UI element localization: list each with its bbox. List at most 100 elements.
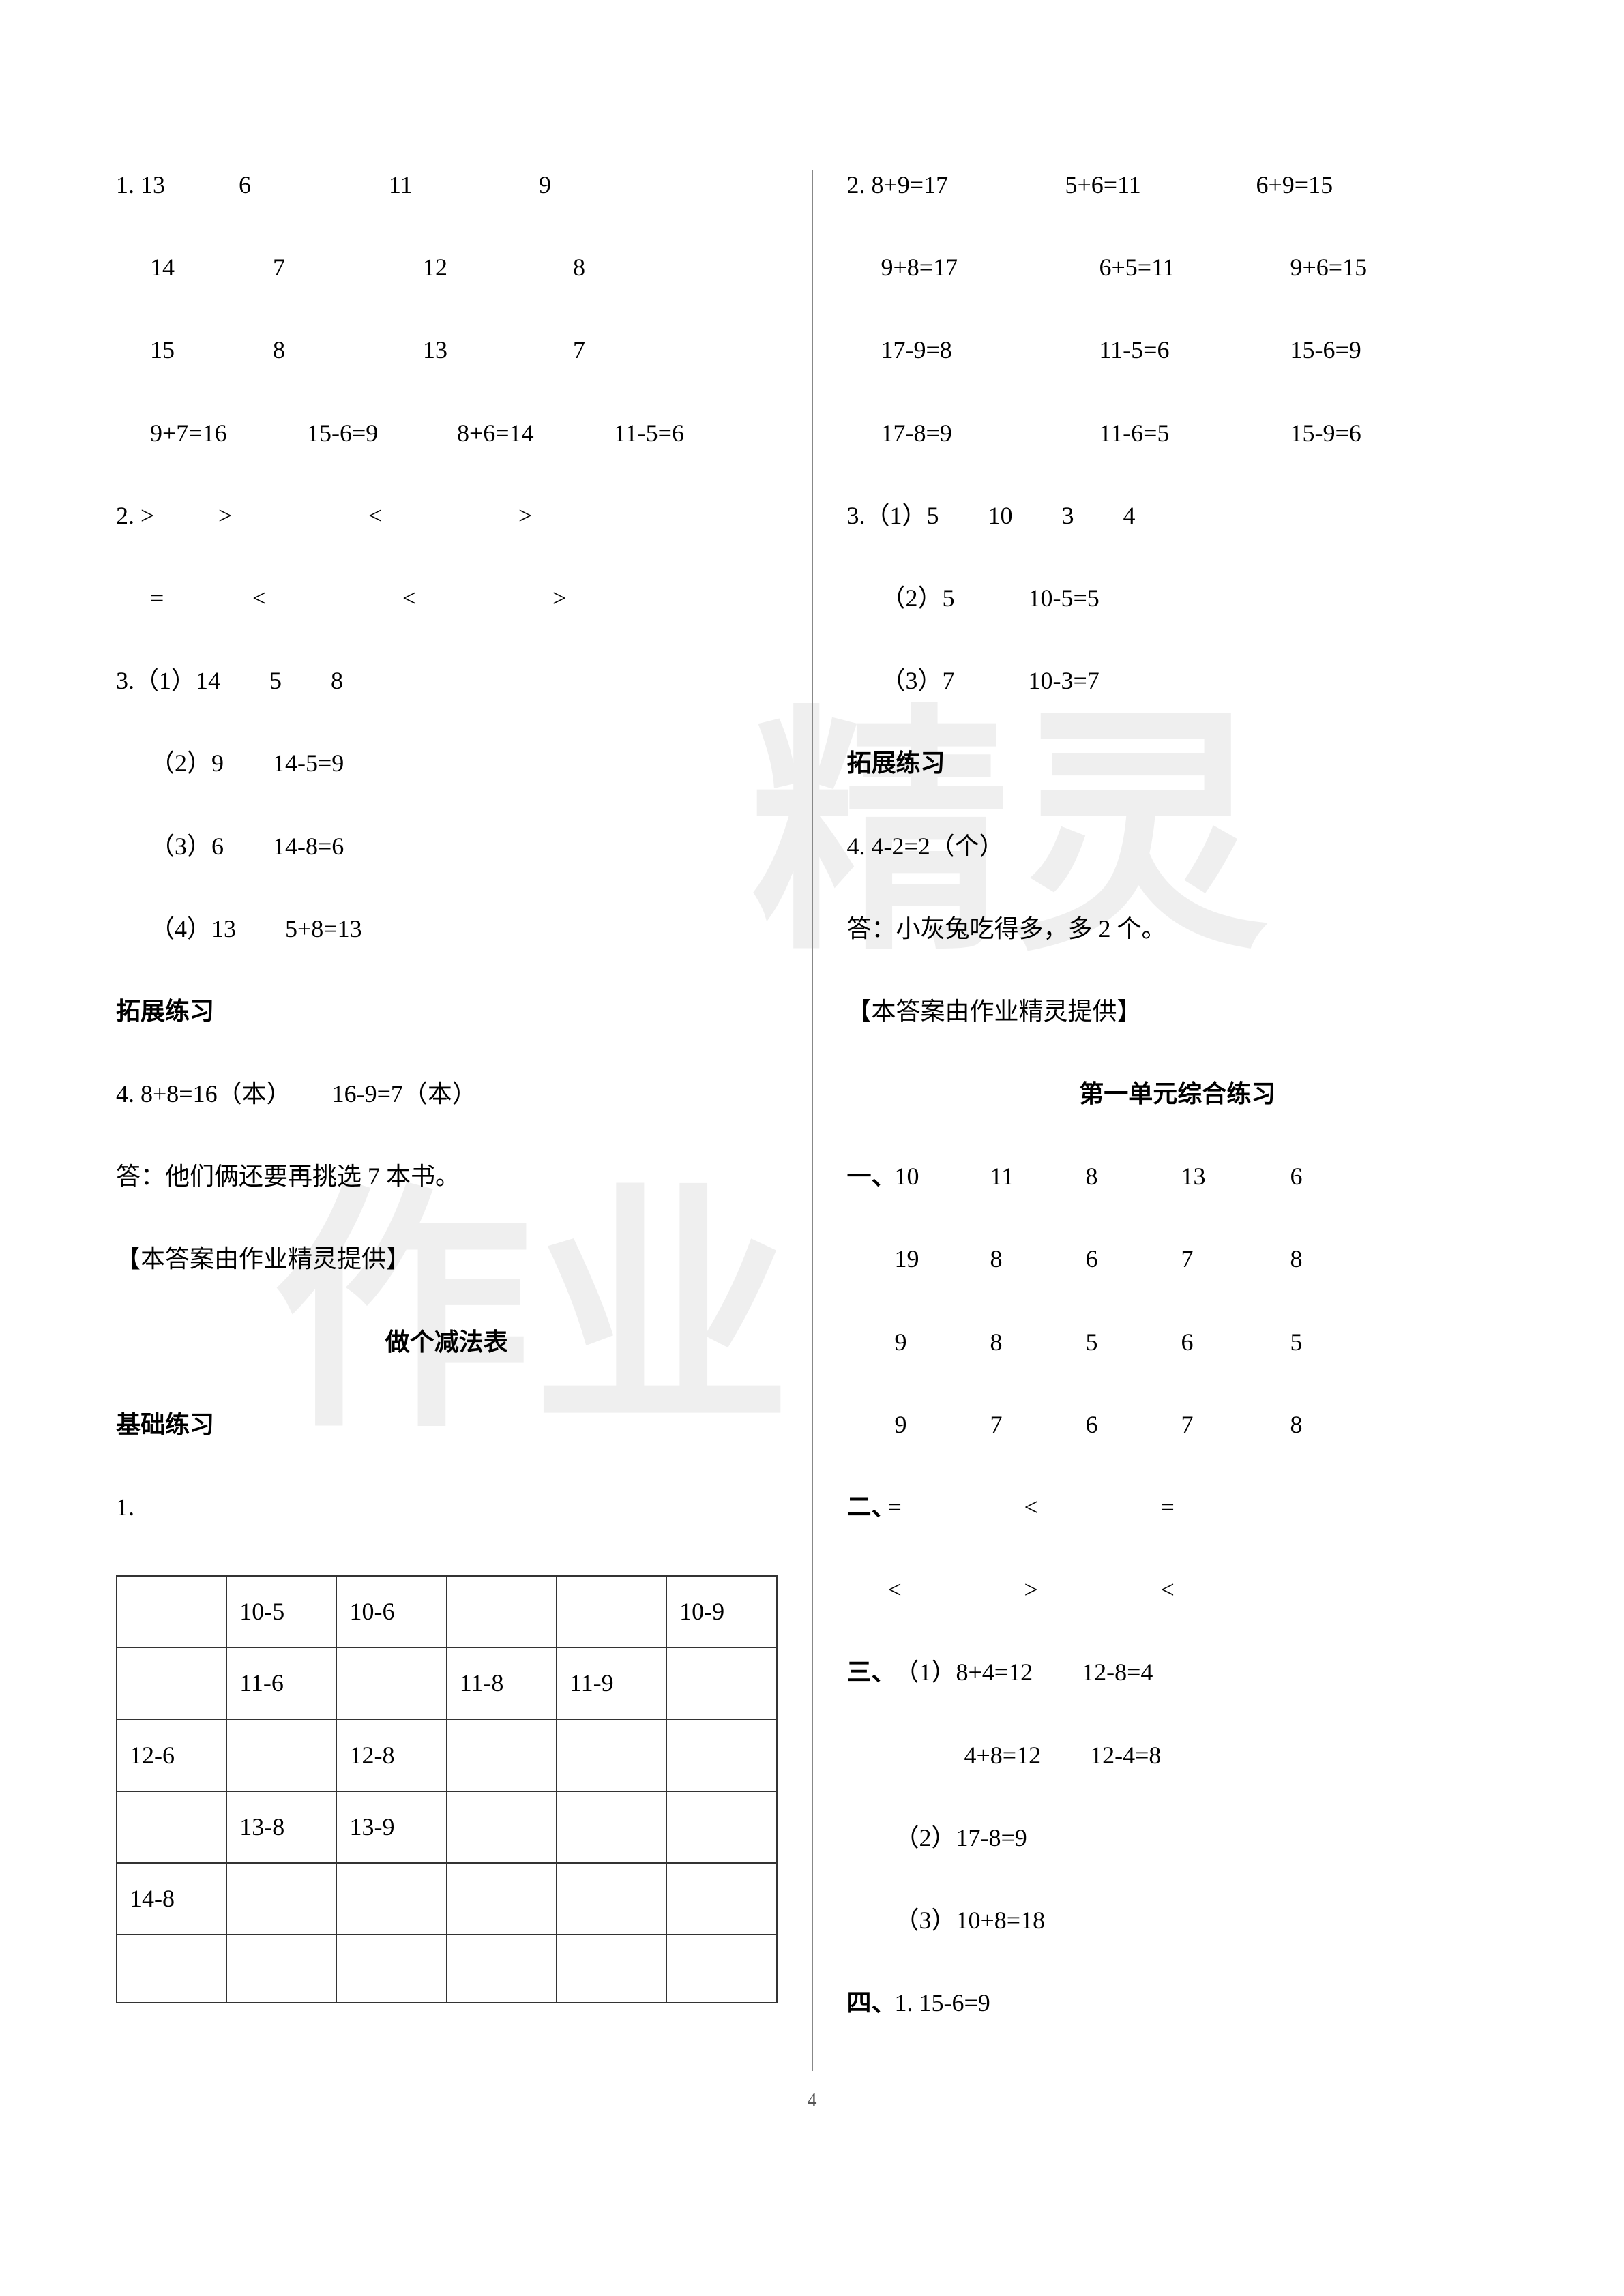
s3-line: （2）17-8=9	[847, 1823, 1509, 1853]
table-row: 11-6 11-8 11-9	[117, 1648, 777, 1719]
cell	[117, 1648, 226, 1719]
cell: 9+8=17	[881, 253, 1099, 282]
cell: 13	[423, 336, 573, 365]
cell	[336, 1648, 446, 1719]
cell	[666, 1648, 776, 1719]
cell: =	[888, 1493, 1024, 1522]
cell: （1）8+4=12 12-8=4	[895, 1658, 1153, 1687]
cell	[117, 1576, 226, 1648]
cell	[666, 1791, 776, 1863]
q2-row: 2. 8+9=17 5+6=11 6+9=15	[847, 170, 1509, 200]
cell: 7	[1181, 1244, 1290, 1274]
cell: 12-8	[336, 1720, 446, 1791]
cell: <	[1161, 1575, 1284, 1605]
s3-line: 三、 （1）8+4=12 12-8=4	[847, 1658, 1509, 1687]
cell: 7	[1181, 1410, 1290, 1440]
cell: 11-5=6	[614, 419, 684, 448]
cell	[557, 1863, 666, 1935]
s1-row: 9 8 5 6 5	[847, 1328, 1509, 1357]
cell: 10-6	[336, 1576, 446, 1648]
section-label: 一、	[847, 1162, 895, 1191]
cell	[666, 1935, 776, 2003]
section-label: 四、	[847, 1988, 895, 2018]
section-label: 三、	[847, 1658, 895, 1687]
cell: 10-9	[666, 1576, 776, 1648]
cell: 6	[1290, 1162, 1372, 1191]
cell: <	[1024, 1493, 1161, 1522]
cell: 17-9=8	[881, 336, 1099, 365]
cell: 9	[895, 1328, 990, 1357]
cell: 12	[423, 253, 573, 282]
cell	[117, 1791, 226, 1863]
credit-line: 【本答案由作业精灵提供】	[847, 997, 1509, 1026]
q2-row: 17-8=9 11-6=5 15-9=6	[847, 419, 1509, 448]
cell: 6	[1086, 1410, 1181, 1440]
extension-title: 拓展练习	[847, 749, 1509, 778]
cell	[226, 1863, 336, 1935]
cell: 8	[990, 1244, 1086, 1274]
cell: 8	[990, 1328, 1086, 1357]
cell	[226, 1720, 336, 1791]
cell	[447, 1720, 557, 1791]
table-row: 14-8	[117, 1863, 777, 1935]
cell	[447, 1576, 557, 1648]
cell	[557, 1791, 666, 1863]
s2-row: < > <	[847, 1575, 1509, 1605]
q3-item: 3.（1）14 5 8	[116, 666, 778, 696]
cell	[336, 1935, 446, 2003]
cell: 7	[273, 253, 423, 282]
cell: <	[402, 584, 552, 613]
cell: 10-5	[226, 1576, 336, 1648]
q4-line: 4. 4-2=2（个）	[847, 832, 1509, 861]
cell: 15	[150, 336, 273, 365]
q2-row: 9+8=17 6+5=11 9+6=15	[847, 253, 1509, 282]
cell: 9	[895, 1410, 990, 1440]
q3-item: （3）6 14-8=6	[116, 832, 778, 861]
credit-line: 【本答案由作业精灵提供】	[116, 1244, 778, 1274]
cell: 8	[1290, 1244, 1372, 1274]
table-row	[117, 1935, 777, 2003]
cell: =	[1161, 1493, 1284, 1522]
cell: 2. 8+9=17	[847, 170, 1065, 200]
extension-title: 拓展练习	[116, 997, 778, 1026]
cell: 5	[1290, 1328, 1372, 1357]
cell	[447, 1791, 557, 1863]
cell: 8	[273, 336, 423, 365]
cell: 11	[389, 170, 539, 200]
cell: 2. >	[116, 501, 218, 531]
cell: 11	[990, 1162, 1086, 1191]
cell: 9+7=16	[150, 419, 286, 448]
q2-row: = < < >	[116, 584, 778, 613]
cell: 13	[1181, 1162, 1290, 1191]
cell: 7	[990, 1410, 1086, 1440]
cell: 11-8	[447, 1648, 557, 1719]
cell	[447, 1863, 557, 1935]
cell	[447, 1935, 557, 2003]
cell: <	[252, 584, 402, 613]
cell: 1. 15-6=9	[895, 1988, 990, 2018]
cell: 11-6=5	[1099, 419, 1290, 448]
s1-row: 一、 10 11 8 13 6	[847, 1162, 1509, 1191]
q3-item: （4）13 5+8=13	[116, 914, 778, 944]
cell: 6	[1086, 1244, 1181, 1274]
right-column: 2. 8+9=17 5+6=11 6+9=15 9+8=17 6+5=11 9+…	[813, 170, 1509, 2071]
cell: <	[368, 501, 518, 531]
cell: 6+9=15	[1256, 170, 1447, 200]
basic-title: 基础练习	[116, 1410, 778, 1440]
q4-answer: 答：他们俩还要再挑选 7 本书。	[116, 1162, 778, 1191]
cell: 6	[1181, 1328, 1290, 1357]
cell: 8	[573, 253, 709, 282]
q1-row: 15 8 13 7	[116, 336, 778, 365]
subtraction-table: 10-5 10-6 10-9 11-6 11-8 11-9 12-6 12-8	[116, 1575, 778, 2003]
cell: 10	[895, 1162, 990, 1191]
cell	[557, 1935, 666, 2003]
q1-row: 1. 13 6 11 9	[116, 170, 778, 200]
cell: 13-8	[226, 1791, 336, 1863]
cell: 15-6=9	[1290, 336, 1481, 365]
cell: <	[888, 1575, 1024, 1605]
cell: >	[1024, 1575, 1161, 1605]
cell: >	[552, 584, 655, 613]
cell: 6	[239, 170, 389, 200]
section-label: 二、	[847, 1493, 888, 1522]
table-row: 12-6 12-8	[117, 1720, 777, 1791]
